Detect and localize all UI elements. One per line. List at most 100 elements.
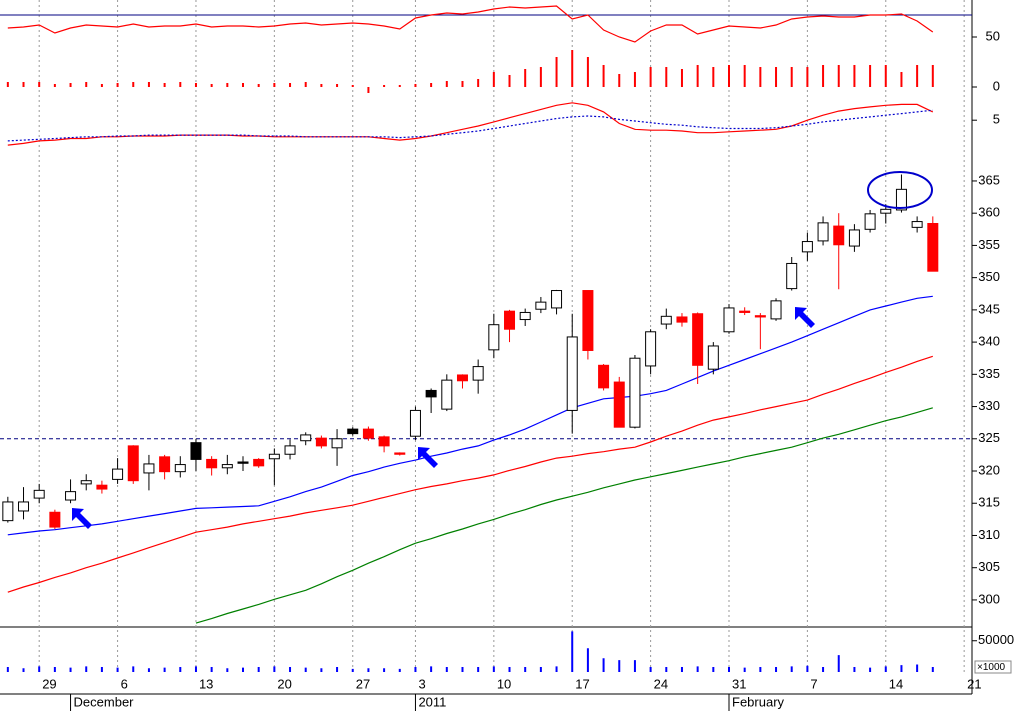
indicator-bar	[633, 72, 636, 87]
volume-bar	[367, 668, 370, 672]
candle-body	[833, 225, 845, 246]
candle-body	[378, 436, 390, 447]
indicator-bar	[602, 65, 605, 87]
candle-body	[362, 428, 374, 439]
candle-body	[895, 188, 907, 211]
x-tick-label: 13	[199, 676, 213, 691]
volume-bar	[712, 667, 715, 672]
y-tick-label: 345	[978, 301, 1000, 316]
volume-bar	[477, 667, 480, 672]
candle-body	[582, 290, 594, 351]
candle-body	[754, 315, 766, 318]
volume-bar	[53, 667, 56, 672]
y-tick-label: 335	[978, 366, 1000, 381]
volume-bar	[508, 667, 511, 672]
line-series	[7, 295, 933, 536]
candle-body	[159, 456, 171, 473]
indicator-bar	[853, 65, 856, 87]
x-tick-label: 27	[356, 676, 370, 691]
candle-body	[927, 222, 939, 272]
candle-body	[253, 458, 265, 467]
indicator-bar	[806, 67, 809, 87]
candle-body	[472, 366, 484, 381]
candle-body	[456, 374, 468, 382]
volume-bar	[680, 667, 683, 672]
x-tick-label: 10	[497, 676, 511, 691]
volume-bar	[790, 666, 793, 672]
indicator-bar	[147, 82, 150, 87]
volume-bar	[100, 667, 103, 672]
indicator-bar	[336, 84, 339, 87]
candle-body	[49, 511, 61, 528]
x-tick-label: 21	[967, 676, 981, 691]
x-tick-label: 29	[42, 676, 56, 691]
volume-bar	[116, 667, 119, 672]
volume-bar	[571, 631, 574, 672]
volume-bar	[289, 667, 292, 672]
indicator-bar	[524, 69, 527, 87]
volume-bar	[492, 666, 495, 672]
indicator-bar	[508, 75, 511, 87]
indicator-bar	[696, 65, 699, 87]
indicator-bar	[790, 67, 793, 87]
volume-bar	[743, 667, 746, 672]
candle-body	[237, 461, 249, 464]
arrow	[418, 447, 438, 468]
candle-body	[519, 311, 531, 321]
indicator-bar	[179, 82, 182, 87]
indicator-bar	[430, 83, 433, 87]
candle-body	[331, 438, 343, 449]
indicator-bar	[22, 82, 25, 87]
y-tick-label: 5	[993, 112, 1000, 127]
indicator-bar	[304, 82, 307, 87]
indicator-bar	[242, 83, 244, 87]
volume-bar	[759, 667, 762, 672]
volume-bar	[633, 660, 636, 672]
y-tick-label: 310	[978, 527, 1000, 542]
volume-bar	[461, 667, 464, 672]
volume-bar	[38, 666, 41, 672]
volume-bar	[398, 668, 401, 672]
indicator-bar	[492, 72, 495, 87]
candle-body	[739, 310, 751, 313]
volume-bar	[900, 665, 903, 672]
volume-bar	[916, 664, 919, 672]
volume-bar	[22, 668, 25, 672]
indicator-bar	[273, 83, 276, 87]
indicator-bar	[210, 84, 213, 87]
volume-bar	[524, 667, 527, 672]
candle-body	[300, 434, 312, 442]
candle-body	[598, 364, 610, 389]
y-tick-label: 305	[978, 559, 1000, 574]
volume-bar	[273, 666, 276, 672]
candle-body	[347, 428, 359, 435]
y-tick-label: 320	[978, 462, 1000, 477]
line-series	[195, 407, 933, 624]
indicator-bar	[226, 83, 229, 87]
y-tick-label: 300	[978, 591, 1000, 606]
x-tick-label: 20	[277, 676, 291, 691]
indicator-bar	[414, 84, 417, 87]
candle-body	[645, 331, 657, 367]
y-tick-label: 330	[978, 398, 1000, 413]
volume-bar	[775, 667, 778, 672]
y-tick-label: 50	[986, 28, 1000, 43]
candle-body	[911, 221, 923, 228]
x-tick-label: 14	[889, 676, 903, 691]
candle-body	[394, 452, 406, 455]
month-label: February	[732, 694, 785, 709]
indicator-bar	[320, 84, 323, 87]
unit-label: ×1000	[977, 662, 1006, 673]
candle-body	[80, 480, 92, 485]
volume-bar	[539, 667, 542, 672]
indicator-bar	[712, 67, 715, 87]
indicator-bar	[822, 65, 825, 87]
arrow	[795, 307, 815, 328]
line-series	[7, 109, 933, 142]
indicator-bar	[100, 84, 103, 87]
volume-bar	[618, 660, 621, 672]
volume-bar	[665, 667, 668, 672]
indicator-bar	[461, 81, 464, 87]
indicator-bar	[383, 85, 386, 87]
